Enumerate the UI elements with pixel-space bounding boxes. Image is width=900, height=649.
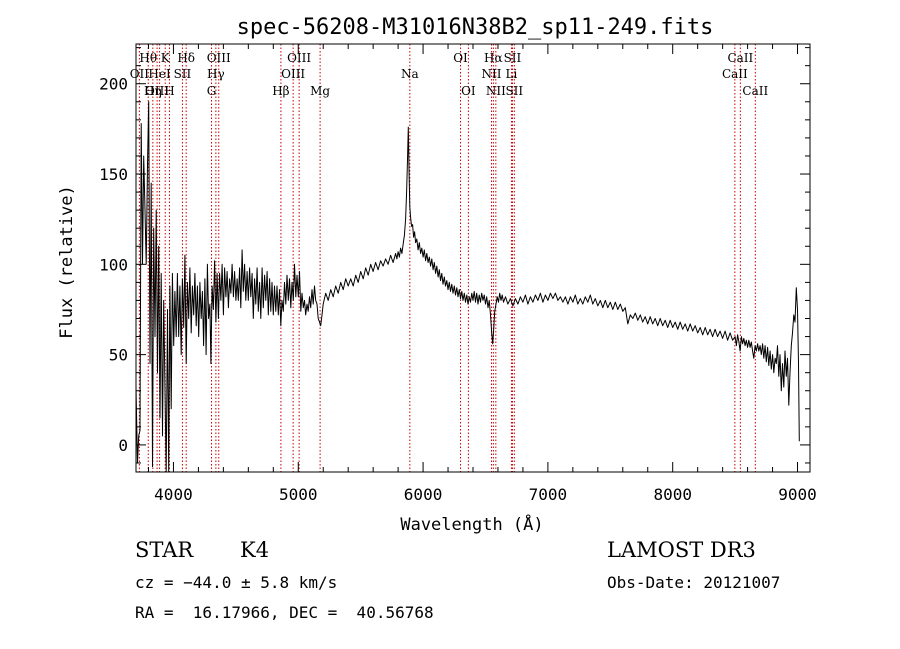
line-label-14: OIII bbox=[281, 67, 305, 81]
line-label-7: SII bbox=[174, 67, 192, 81]
line-label-0: Hθ bbox=[139, 51, 157, 65]
chart-title: spec-56208-M31016N38B2_sp11-249.fits bbox=[237, 15, 714, 40]
sky-coordinates: RA = 16.17966, DEC = 40.56768 bbox=[135, 603, 434, 622]
y-tick-label: 0 bbox=[118, 436, 128, 455]
line-label-26: CaII bbox=[722, 67, 748, 81]
line-label-6: H bbox=[164, 84, 174, 98]
x-tick-label: 4000 bbox=[154, 485, 193, 504]
line-label-3: Hη bbox=[144, 84, 162, 98]
line-label-4: K bbox=[161, 51, 171, 65]
line-label-15: Mg bbox=[310, 84, 330, 98]
y-tick-label: 100 bbox=[99, 255, 128, 274]
x-tick-label: 6000 bbox=[404, 485, 443, 504]
object-class: STAR bbox=[135, 538, 194, 562]
line-label-24: SII bbox=[505, 84, 523, 98]
line-label-5: HeI bbox=[148, 67, 171, 81]
line-label-22: SII bbox=[504, 51, 522, 65]
x-tick-label: 7000 bbox=[529, 485, 568, 504]
line-label-13: OIII bbox=[287, 51, 311, 65]
line-label-19: Hα bbox=[484, 51, 503, 65]
y-axis-label: Flux (relative) bbox=[57, 185, 77, 339]
plot-frame bbox=[135, 43, 811, 473]
spectral-subclass: K4 bbox=[240, 538, 270, 562]
line-label-2: OIII bbox=[145, 84, 169, 98]
line-label-17: OI bbox=[453, 51, 468, 65]
redshift-velocity: cz = −44.0 ± 5.8 km/s bbox=[135, 573, 338, 592]
line-label-23: Li bbox=[506, 67, 518, 81]
y-tick-label: 50 bbox=[109, 346, 128, 365]
line-label-18: OI bbox=[461, 84, 476, 98]
line-label-11: G bbox=[207, 84, 217, 98]
x-tick-label: 5000 bbox=[279, 485, 318, 504]
line-label-21: NII bbox=[486, 84, 506, 98]
line-label-27: CaII bbox=[742, 84, 768, 98]
line-label-20: NII bbox=[481, 67, 501, 81]
line-label-10: Hγ bbox=[207, 67, 225, 81]
line-label-12: Hβ bbox=[272, 84, 289, 98]
line-label-16: Na bbox=[401, 67, 419, 81]
x-axis-label: Wavelength (Å) bbox=[400, 513, 543, 535]
line-label-9: OIII bbox=[207, 51, 231, 65]
line-label-1: OII bbox=[130, 67, 150, 81]
x-tick-label: 8000 bbox=[653, 485, 692, 504]
spectral-line-markers bbox=[138, 44, 756, 472]
flux-series-line bbox=[135, 101, 800, 473]
line-label-25: CaII bbox=[727, 51, 753, 65]
line-label-8: Hδ bbox=[177, 51, 195, 65]
x-tick-label: 9000 bbox=[778, 485, 817, 504]
y-tick-label: 150 bbox=[99, 165, 128, 184]
axis-ticks: 4000 5000 6000 7000 8000 9000 0 50 100 150 200 bbox=[99, 44, 817, 504]
observation-date: Obs-Date: 20121007 bbox=[607, 573, 781, 592]
survey-name: LAMOST DR3 bbox=[607, 538, 756, 562]
y-tick-label: 200 bbox=[99, 75, 128, 94]
